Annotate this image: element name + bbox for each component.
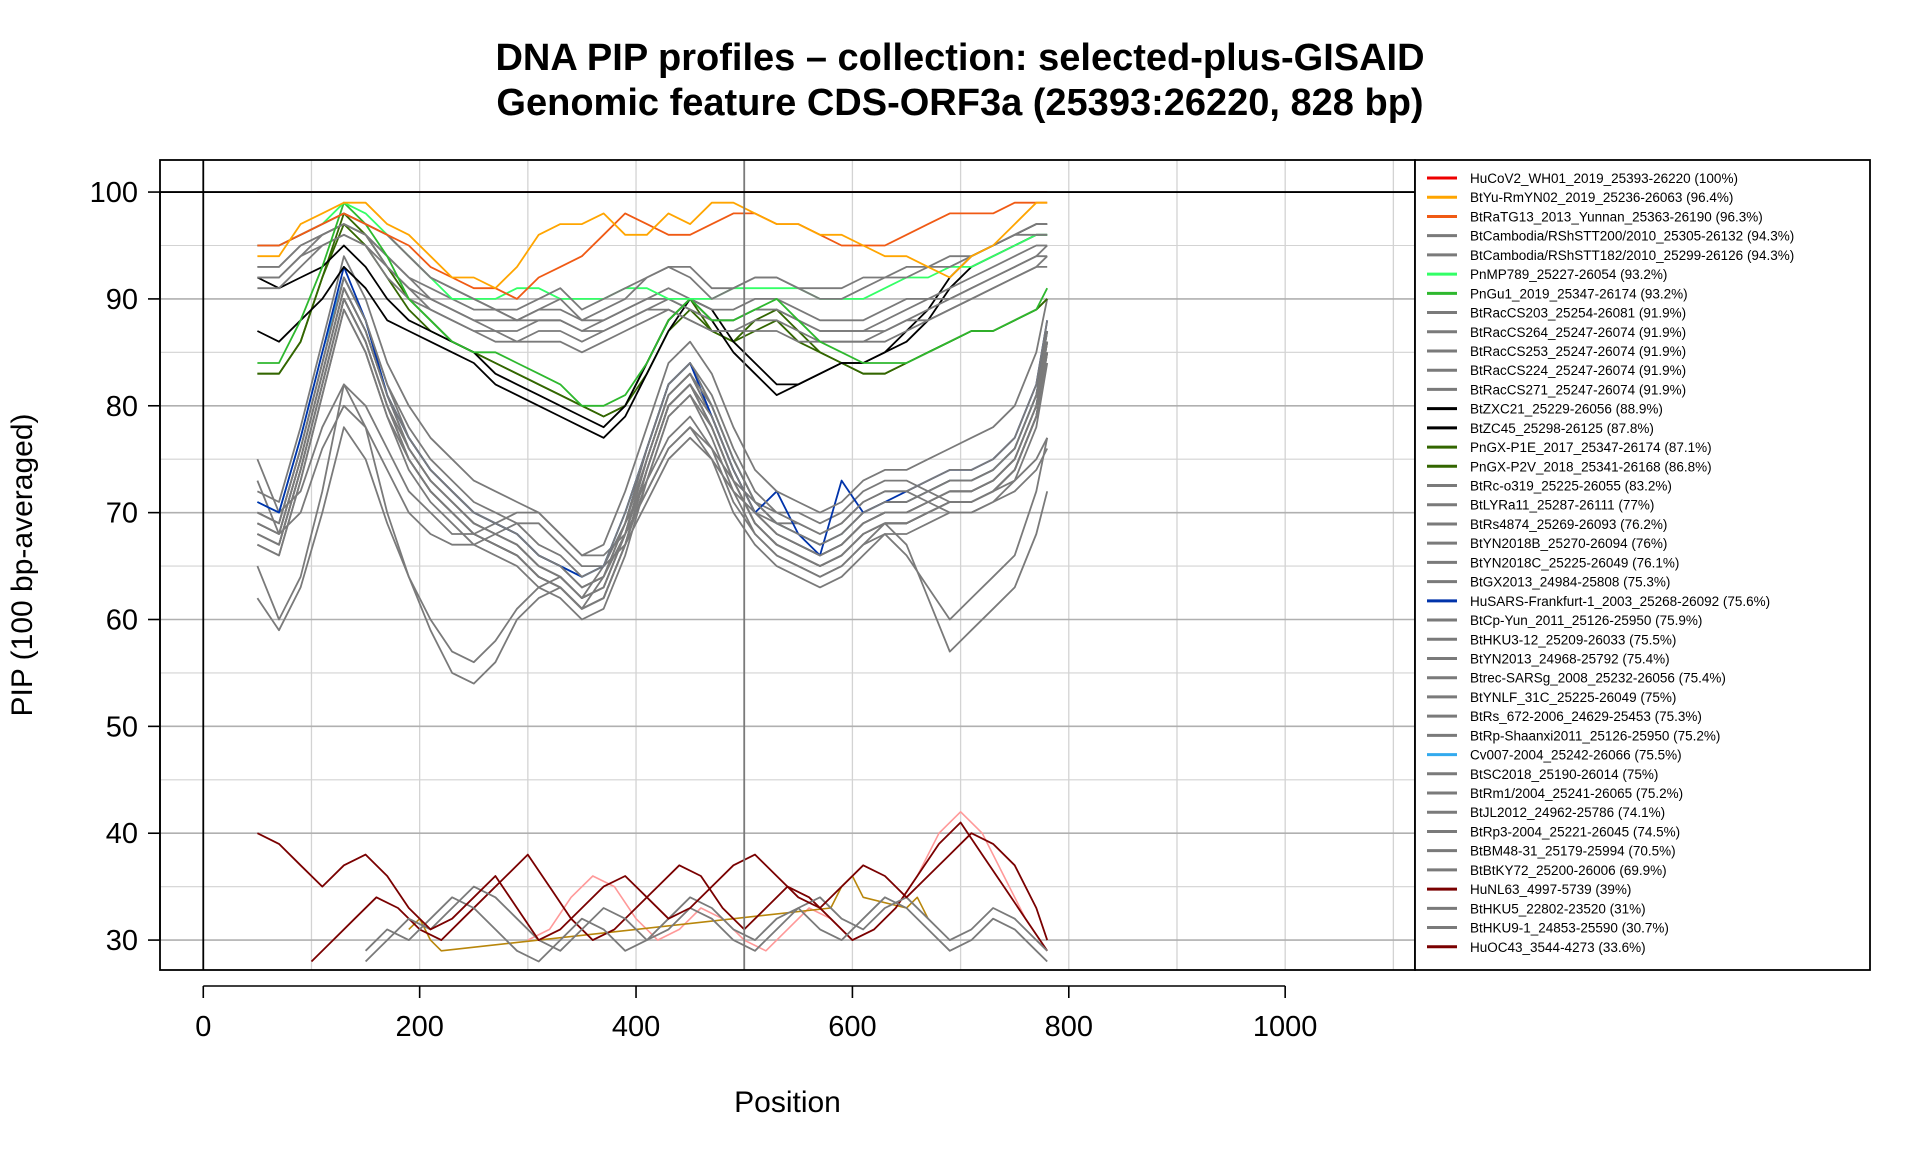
y-tick-label: 30 bbox=[106, 925, 138, 957]
legend-label: BtYNLF_31C_25225-26049 (75%) bbox=[1470, 690, 1676, 705]
y-tick-label: 80 bbox=[106, 391, 138, 423]
series-line-btrc-o319 bbox=[257, 255, 1049, 557]
legend-label: BtYN2018B_25270-26094 (76%) bbox=[1470, 536, 1667, 551]
grid bbox=[160, 160, 1415, 970]
legend-label: BtRs4874_25269-26093 (76.2%) bbox=[1470, 517, 1667, 532]
legend-box bbox=[1414, 159, 1871, 971]
series-line-pngu1 bbox=[257, 201, 1049, 407]
chart-title: DNA PIP profiles – collection: selected-… bbox=[495, 37, 1424, 79]
legend-label: PnMP789_25227-26054 (93.2%) bbox=[1470, 267, 1667, 282]
y-tick-label: 50 bbox=[106, 711, 138, 743]
legend-label: BtRs_672-2006_24629-25453 (75.3%) bbox=[1470, 709, 1702, 724]
legend-label: BtRp3-2004_25221-26045 (74.5%) bbox=[1470, 824, 1680, 839]
legend-label: BtHKU9-1_24853-25590 (30.7%) bbox=[1470, 921, 1669, 936]
axes: 0 200 400 600 800 1000 30 40 50 60 70 80 90 100 bbox=[90, 177, 1318, 1043]
legend-label: BtBM48-31_25179-25994 (70.5%) bbox=[1470, 844, 1676, 859]
y-axis-label: PIP (100 bp-averaged) bbox=[6, 414, 39, 717]
legend-label: PnGu1_2019_25347-26174 (93.2%) bbox=[1470, 286, 1688, 301]
legend-label: BtRc-o319_25225-26055 (83.2%) bbox=[1470, 479, 1672, 494]
legend-label: BtHKU5_22802-23520 (31%) bbox=[1470, 901, 1646, 916]
series-line-btraccs271 bbox=[257, 233, 1048, 354]
series-line-btbtky72 bbox=[256, 404, 1049, 567]
legend-label: BtRacCS271_25247-26074 (91.9%) bbox=[1470, 382, 1686, 397]
legend-label: BtSC2018_25190-26014 (75%) bbox=[1470, 767, 1658, 782]
legend-label: BtJL2012_24962-25786 (74.1%) bbox=[1470, 805, 1665, 820]
legend-label: BtCp-Yun_2011_25126-25950 (75.9%) bbox=[1470, 613, 1702, 628]
legend-label: BtYN2013_24968-25792 (75.4%) bbox=[1470, 651, 1670, 666]
legend-label: BtZC45_25298-26125 (87.8%) bbox=[1470, 421, 1654, 436]
legend-label: HuOC43_3544-4273 (33.6%) bbox=[1470, 940, 1646, 955]
series-line-btyn2018b bbox=[257, 297, 1049, 599]
series-line-extra bbox=[527, 810, 1048, 952]
series-line-btraccs253 bbox=[257, 223, 1048, 332]
series-line-hunl63 bbox=[257, 832, 1049, 941]
legend-label: BtRm1/2004_25241-26065 (75.2%) bbox=[1470, 786, 1683, 801]
legend-label: Cv007-2004_25242-26066 (75.5%) bbox=[1470, 748, 1682, 763]
legend-label: BtHKU3-12_25209-26033 (75.5%) bbox=[1470, 632, 1676, 647]
legend-label: HuSARS-Frankfurt-1_2003_25268-26092 (75.… bbox=[1470, 594, 1770, 609]
legend-label: BtRacCS224_25247-26074 (91.9%) bbox=[1470, 363, 1686, 378]
legend-label: PnGX-P2V_2018_25341-26168 (86.8%) bbox=[1470, 459, 1712, 474]
legend-label: Btrec-SARSg_2008_25232-26056 (75.4%) bbox=[1470, 671, 1726, 686]
x-tick-label: 200 bbox=[395, 1011, 443, 1043]
chart-subtitle: Genomic feature CDS-ORF3a (25393:26220, … bbox=[496, 82, 1423, 124]
series-line-btratg13 bbox=[257, 201, 1048, 300]
series-line-bthku9-1 bbox=[364, 896, 1048, 963]
legend-label: BtZXC21_25229-26056 (88.9%) bbox=[1470, 402, 1663, 417]
y-tick-label: 90 bbox=[106, 284, 138, 316]
legend-label: BtBtKY72_25200-26006 (69.9%) bbox=[1470, 863, 1667, 878]
legend-label: HuNL63_4997-5739 (39%) bbox=[1470, 882, 1631, 897]
legend-label: HuCoV2_WH01_2019_25393-26220 (100%) bbox=[1470, 171, 1738, 186]
legend-label: BtRacCS253_25247-26074 (91.9%) bbox=[1470, 344, 1686, 359]
y-tick-label: 40 bbox=[106, 818, 138, 850]
series-line-btzc45 bbox=[257, 233, 1048, 439]
legend: HuCoV2_WH01_2019_25393-26220 (100%) BtYu-… bbox=[1414, 159, 1871, 971]
legend-label: BtRaTG13_2013_Yunnan_25363-26190 (96.3%) bbox=[1470, 209, 1763, 224]
legend-label: BtGX2013_24984-25808 (75.3%) bbox=[1470, 575, 1670, 590]
series-line-btgx2013 bbox=[256, 383, 1049, 685]
x-tick-label: 800 bbox=[1045, 1011, 1093, 1043]
series-line-btyn2013 bbox=[256, 415, 1049, 664]
series-line-bthku5 bbox=[364, 885, 1048, 963]
series-line-btrs4874 bbox=[257, 287, 1049, 589]
legend-label: BtCambodia/RShSTT200/2010_25305-26132 (9… bbox=[1470, 229, 1794, 244]
series-line-husars-frankfurt-1 bbox=[257, 265, 1049, 578]
legend-label: BtYu-RmYN02_2019_25236-26063 (96.4%) bbox=[1470, 190, 1733, 205]
series-line-huoc43 bbox=[310, 821, 1048, 963]
legend-label: BtYN2018C_25225-26049 (76.1%) bbox=[1470, 555, 1679, 570]
legend-label: BtRp-Shaanxi2011_25126-25950 (75.2%) bbox=[1470, 728, 1720, 743]
series-line-btyn2018c bbox=[257, 308, 1049, 610]
legend-label: PnGX-P1E_2017_25347-26174 (87.1%) bbox=[1470, 440, 1712, 455]
legend-label: BtRacCS203_25254-26081 (91.9%) bbox=[1470, 306, 1686, 321]
series-line-btcambodia-rshstt200-2010 bbox=[257, 212, 1048, 322]
y-tick-label: 70 bbox=[106, 498, 138, 530]
plot-frame bbox=[159, 159, 1416, 971]
series-line-btlyra11 bbox=[257, 276, 1049, 578]
series-lines bbox=[256, 191, 1049, 963]
series-line-btyu-rmyn02 bbox=[257, 201, 1048, 290]
legend-label: BtCambodia/RShSTT182/2010_25299-26126 (9… bbox=[1470, 248, 1794, 263]
x-axis-label: Position bbox=[734, 1086, 841, 1119]
y-tick-label: 100 bbox=[90, 177, 138, 209]
legend-label: BtLYRa11_25287-26111 (77%) bbox=[1470, 498, 1654, 513]
x-tick-label: 1000 bbox=[1253, 1011, 1318, 1043]
reference-lines bbox=[160, 160, 1415, 970]
x-tick-label: 400 bbox=[612, 1011, 660, 1043]
x-tick-label: 0 bbox=[195, 1011, 211, 1043]
y-tick-label: 60 bbox=[106, 604, 138, 636]
legend-label: BtRacCS264_25247-26074 (91.9%) bbox=[1470, 325, 1686, 340]
x-tick-label: 600 bbox=[828, 1011, 876, 1043]
